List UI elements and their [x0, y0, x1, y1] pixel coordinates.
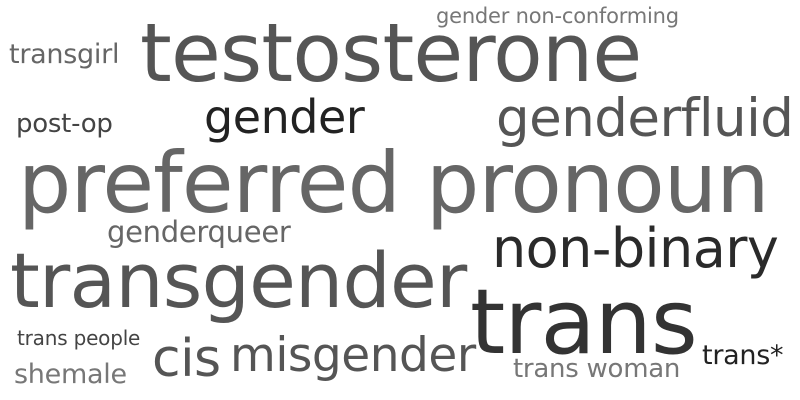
- word-gender: gender: [204, 90, 365, 144]
- word-transgender: transgender: [10, 236, 467, 325]
- word-preferred-pronoun: preferred pronoun: [18, 134, 769, 232]
- word-gender-non-conforming: gender non-conforming: [436, 4, 679, 28]
- word-trans-people: trans people: [17, 326, 141, 350]
- word-trans-woman: trans woman: [513, 354, 681, 384]
- word-trans: trans: [470, 270, 698, 375]
- word-trans-star: trans*: [702, 340, 784, 371]
- word-testosterone: testosterone: [140, 7, 642, 101]
- word-genderqueer: genderqueer: [107, 215, 291, 249]
- word-transgirl: transgirl: [9, 39, 120, 70]
- word-cis: cis: [152, 329, 221, 389]
- word-misgender: misgender: [230, 328, 476, 383]
- word-genderfluid: genderfluid: [496, 88, 794, 149]
- word-post-op: post-op: [16, 109, 113, 139]
- word-shemale: shemale: [14, 359, 127, 390]
- word-non-binary: non-binary: [492, 217, 779, 280]
